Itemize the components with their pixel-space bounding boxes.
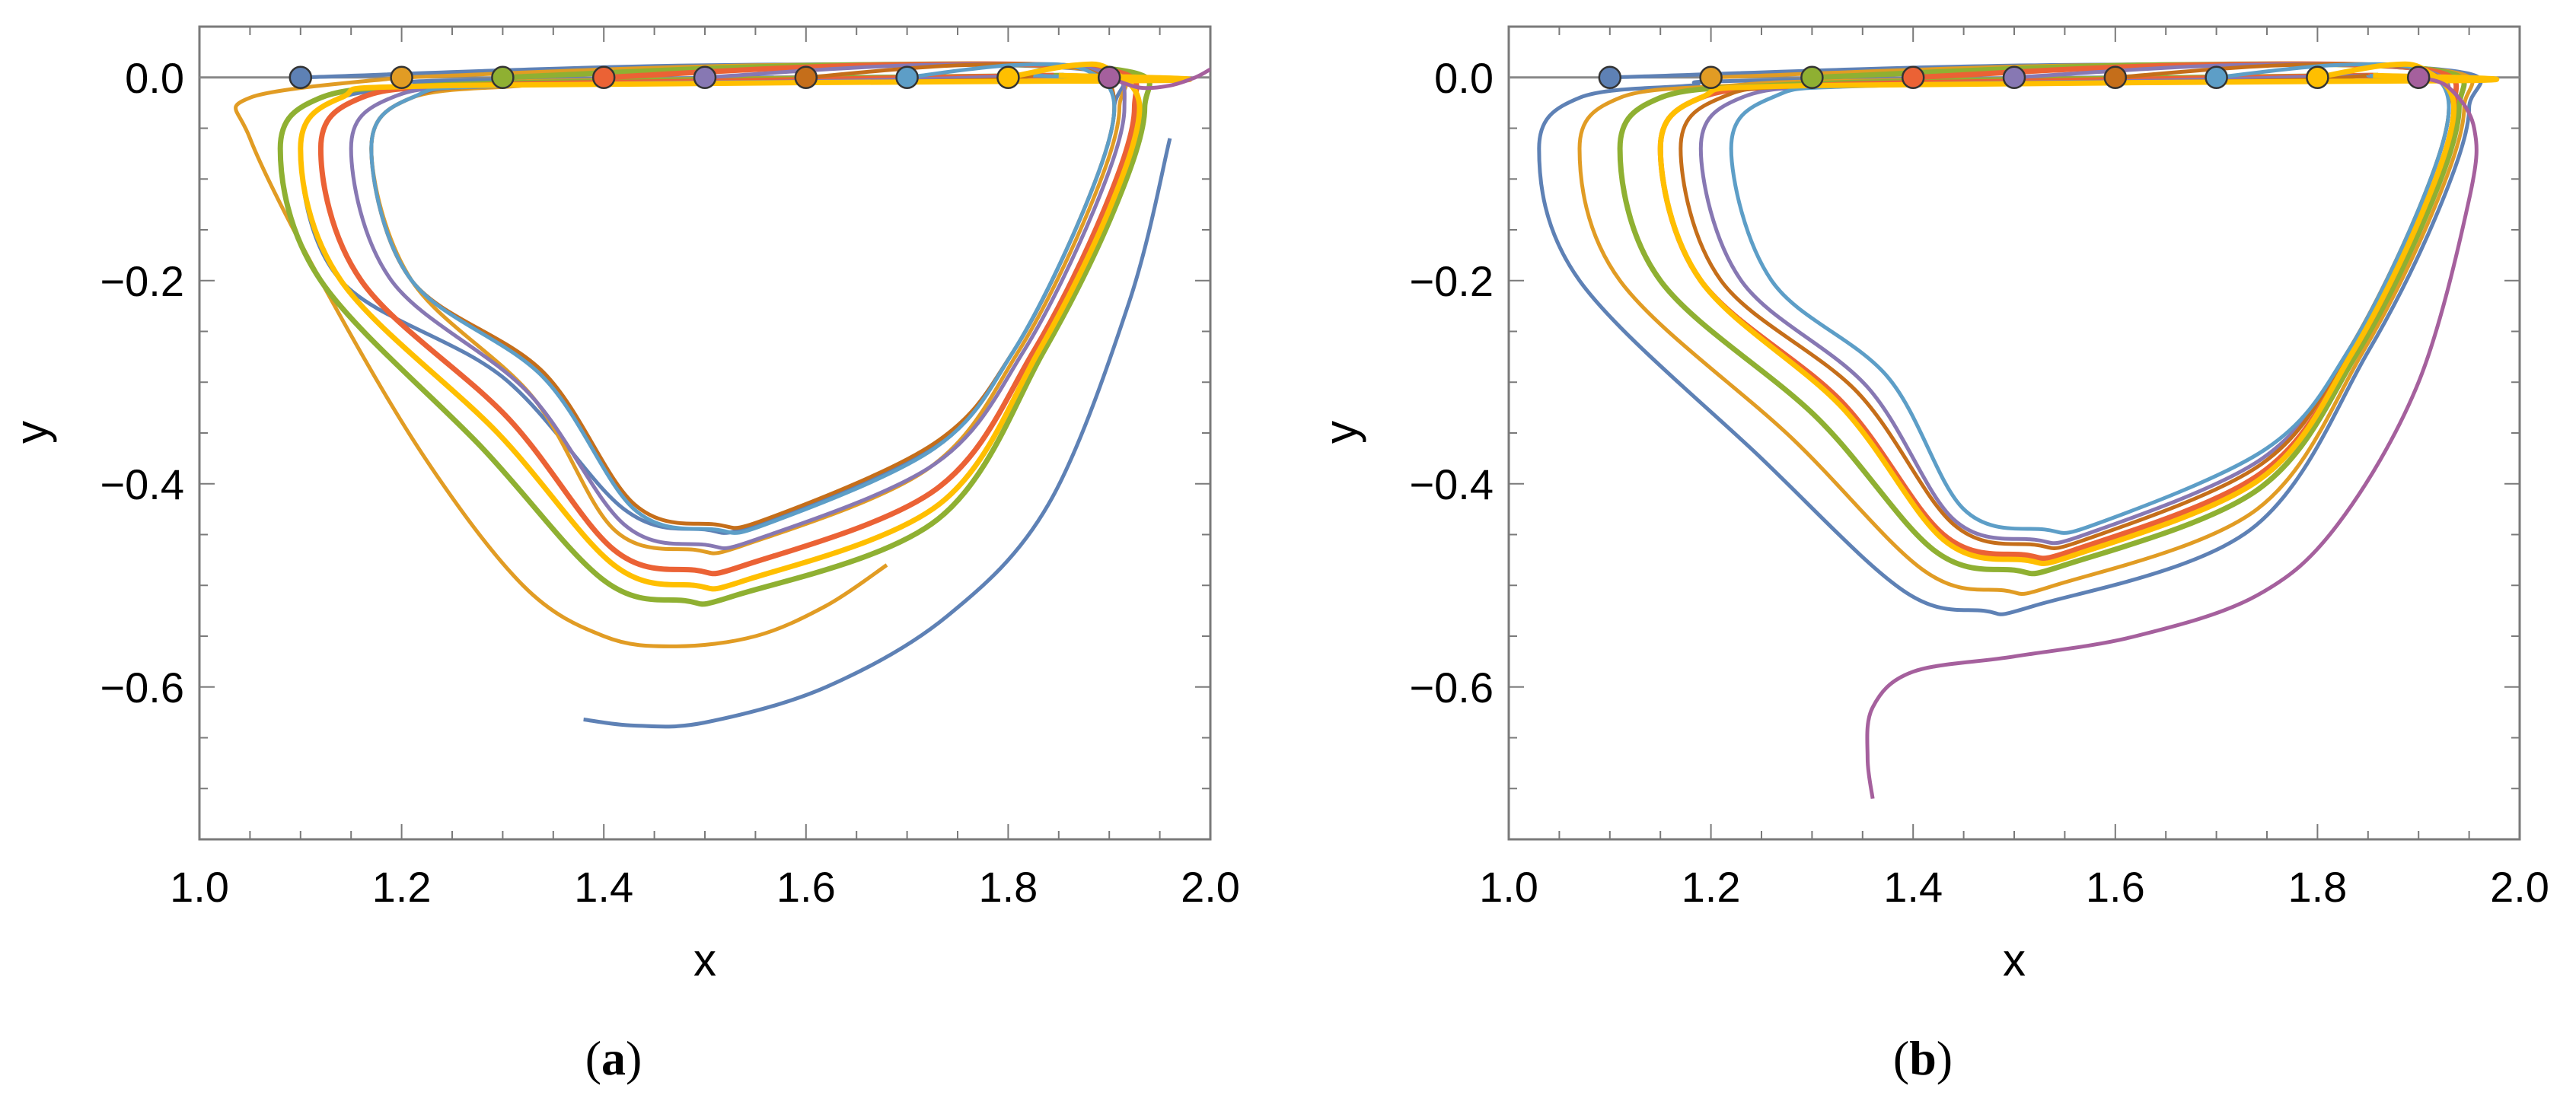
x-tick-label: 2.0 (1181, 863, 1240, 911)
x-tick-label: 1.8 (978, 863, 1038, 911)
panel-label-a-letter: a (601, 1031, 626, 1085)
series-line (349, 62, 1127, 550)
start-point (591, 65, 616, 89)
series-line (317, 61, 1140, 577)
series-lines-a (234, 61, 1210, 729)
series-tail (1108, 67, 1210, 91)
panel-label-b-letter: b (1909, 1031, 1937, 1085)
y-tick-labels-b: 0.0 −0.2 −0.4 −0.6 (1409, 54, 1494, 711)
y-tick-label: −0.2 (1409, 257, 1494, 305)
start-point (996, 65, 1020, 89)
series-line (369, 62, 1129, 556)
x-tick-label: 1.0 (1479, 863, 1538, 911)
series-tail (583, 138, 1172, 729)
start-point (895, 65, 919, 89)
panel-label-b: (b) (1893, 1031, 1953, 1085)
y-tick-label: −0.6 (1409, 664, 1494, 711)
y-tick-label: −0.2 (100, 257, 184, 305)
start-point (2306, 65, 2329, 89)
start-point (1800, 65, 1824, 89)
y-tick-label: 0.0 (1434, 54, 1494, 102)
start-point (2406, 65, 2431, 89)
series-lines-b (1537, 61, 2500, 799)
x-tick-label: 1.0 (170, 863, 229, 911)
x-tick-labels-b: 1.0 1.2 1.4 1.6 1.8 2.0 (1479, 863, 2549, 911)
y-tick-label: 0.0 (125, 54, 184, 102)
x-axis-title-a: x (693, 934, 716, 985)
start-point (289, 65, 313, 89)
x-axis-title-b: x (2003, 934, 2026, 985)
y-tick-label: −0.4 (1409, 460, 1494, 508)
start-point (1598, 65, 1622, 89)
y-axis-title-a: y (6, 421, 57, 444)
series-line (1577, 62, 2475, 596)
series-line (369, 62, 1117, 530)
start-points-a (289, 65, 1121, 89)
y-tick-label: −0.4 (100, 460, 184, 508)
start-point (2103, 65, 2128, 89)
start-point (2002, 65, 2026, 89)
chart-panel-b: 1.0 1.2 1.4 1.6 1.8 2.0 0.0 −0.2 −0.4 −0.6 x y (… (1315, 25, 2549, 1085)
series-tail (234, 75, 888, 648)
start-point (491, 65, 515, 89)
series-line (1657, 61, 2460, 562)
start-point (2205, 65, 2228, 89)
x-tick-label: 1.4 (1883, 863, 1943, 911)
y-axis-title-b: y (1315, 421, 1366, 444)
start-point (1699, 65, 1723, 89)
start-point (693, 65, 717, 89)
series-tail (1865, 75, 2479, 799)
series-line (1729, 62, 2451, 535)
chart-panel-a: 1.0 1.2 1.4 1.6 1.8 2.0 0.0 −0.2 −0.4 −0.6 x y (… (6, 25, 1240, 1085)
y-tick-label: −0.6 (100, 664, 184, 711)
y-tick-labels-a: 0.0 −0.2 −0.4 −0.6 (100, 54, 184, 711)
x-tick-label: 1.6 (776, 863, 836, 911)
start-point (1901, 65, 1925, 89)
start-point (1097, 65, 1121, 89)
series-line (1698, 62, 2451, 546)
x-tick-label: 2.0 (2490, 863, 2549, 911)
start-points-b (1598, 65, 2431, 89)
series-line (1617, 61, 2467, 577)
series-line (298, 61, 1193, 592)
x-tick-label: 1.2 (372, 863, 432, 911)
x-tick-labels-a: 1.0 1.2 1.4 1.6 1.8 2.0 (170, 863, 1240, 911)
panel-label-a: (a) (585, 1031, 642, 1085)
x-tick-label: 1.6 (2086, 863, 2145, 911)
start-point (390, 65, 413, 89)
start-point (794, 65, 818, 89)
x-tick-label: 1.8 (2287, 863, 2347, 911)
x-tick-label: 1.2 (1682, 863, 1741, 911)
series-line (369, 62, 1117, 535)
x-tick-label: 1.4 (574, 863, 633, 911)
